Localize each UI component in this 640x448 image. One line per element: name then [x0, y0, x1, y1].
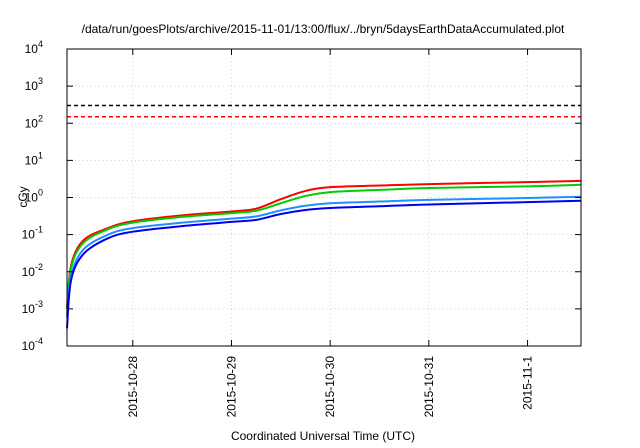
series-line [66, 195, 582, 318]
y-tick-label: 101 [25, 150, 43, 167]
x-axis-label: Coordinated Universal Time (UTC) [231, 429, 415, 443]
series-line [66, 179, 582, 309]
x-tick-label: 2015-11-1 [521, 356, 535, 410]
series-line [66, 183, 582, 309]
y-axis-label: cGy [16, 186, 30, 207]
y-tick-label: 10-3 [22, 299, 43, 316]
series-line [66, 199, 582, 329]
x-tick-label: 2015-10-31 [422, 356, 436, 418]
x-tick-label: 2015-10-30 [323, 356, 337, 418]
x-tick-label: 2015-10-29 [224, 356, 238, 418]
y-tick-label: 10-4 [22, 336, 43, 353]
series-lines [66, 179, 582, 329]
y-tick-label: 102 [25, 113, 43, 130]
x-tick-label: 2015-10-28 [126, 356, 140, 418]
axis-ticks: 10-4 10-3 10-2 10-1 100 101 102 103 104 2015-10-2… [22, 39, 581, 417]
y-tick-label: 10-1 [22, 225, 43, 242]
y-tick-label: 10-2 [22, 262, 43, 279]
reference-lines [67, 104, 581, 118]
grid-lines [67, 49, 581, 346]
chart-title: /data/run/goesPlots/archive/2015-11-01/1… [82, 22, 565, 36]
y-tick-label: 104 [25, 39, 43, 56]
y-tick-label: 100 [25, 188, 43, 205]
y-tick-label: 103 [25, 76, 43, 93]
